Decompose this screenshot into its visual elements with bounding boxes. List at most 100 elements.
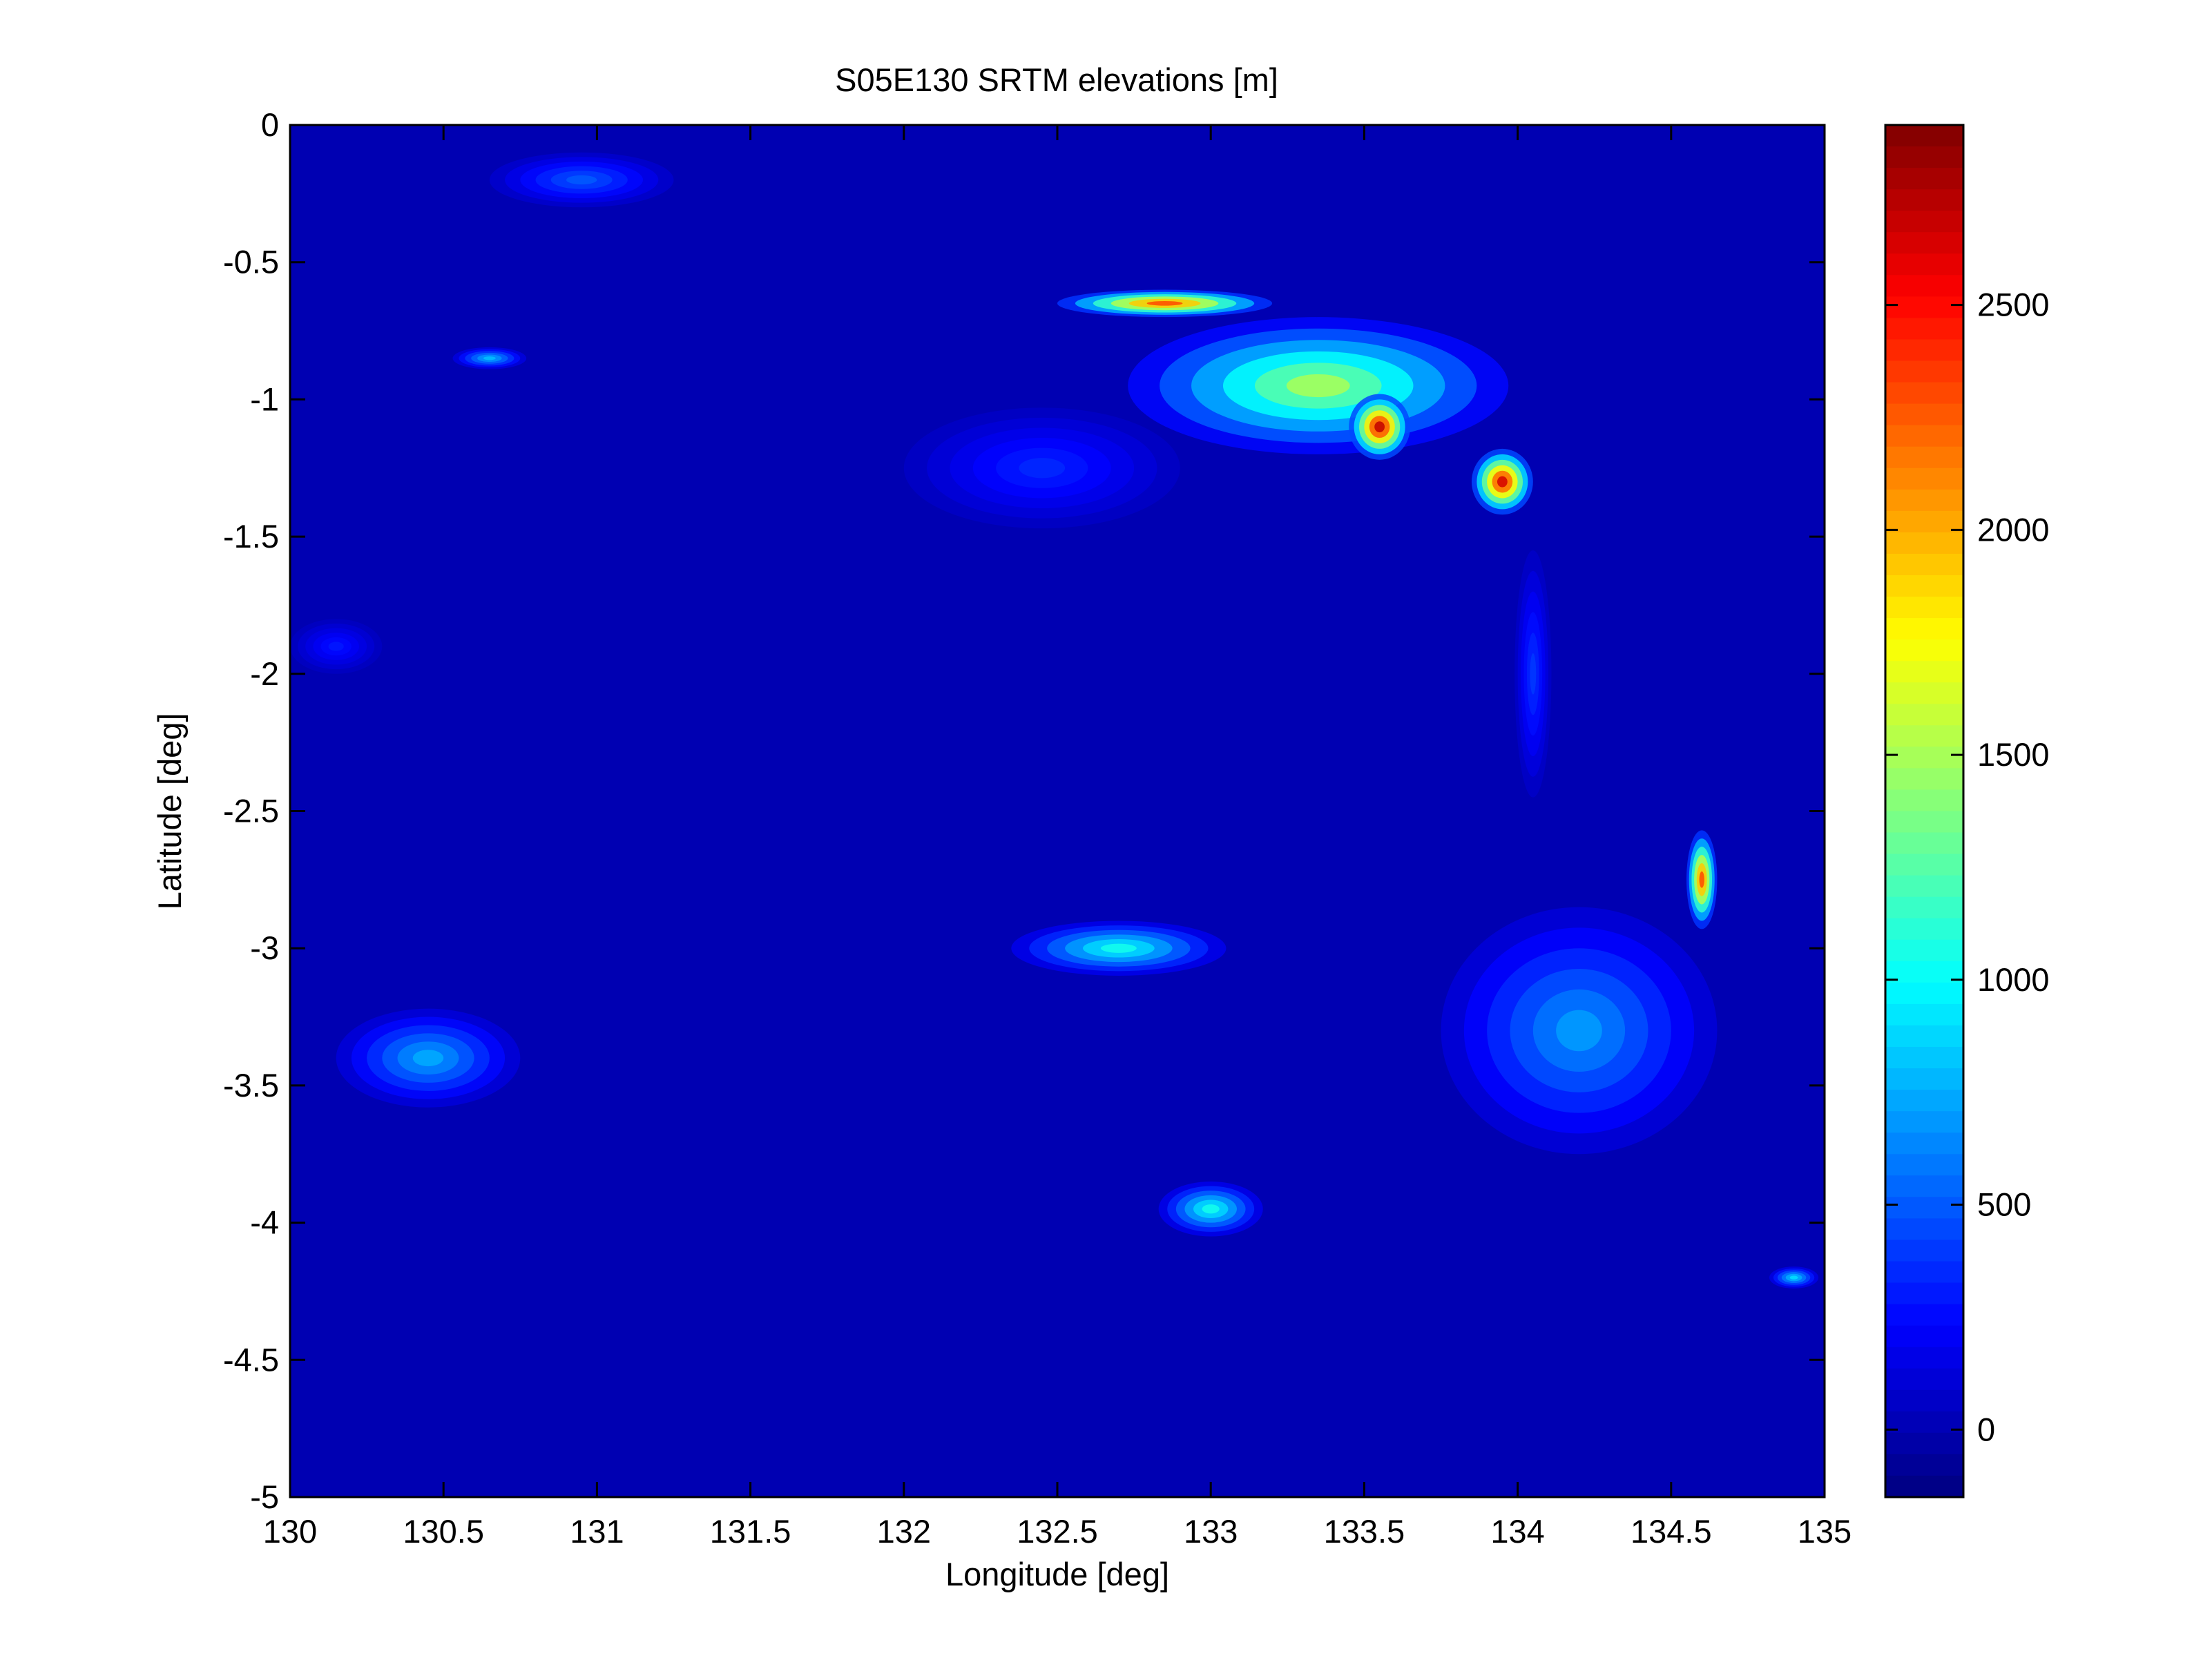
y-tick-label: -1.5	[223, 518, 279, 555]
colorbar-band	[1885, 253, 1963, 276]
colorbar-band	[1885, 789, 1963, 812]
colorbar-tick-label: 1500	[1977, 736, 2050, 773]
feature-level	[1530, 653, 1537, 695]
y-tick-label: -5	[250, 1478, 279, 1515]
y-tick-label: -3	[250, 929, 279, 966]
y-tick-label: 0	[261, 106, 279, 143]
feature-west-islet	[452, 347, 527, 369]
colorbar-band	[1885, 510, 1963, 533]
colorbar-band	[1885, 746, 1963, 769]
colorbar-band	[1885, 1347, 1963, 1369]
colorbar-tick-label: 2000	[1977, 511, 2050, 548]
feature-level	[1699, 871, 1704, 888]
colorbar-tick-label: 0	[1977, 1411, 1995, 1447]
colorbar-band	[1885, 532, 1963, 555]
y-tick-label: -4	[250, 1204, 279, 1241]
y-tick-label: -3.5	[223, 1067, 279, 1103]
colorbar-band	[1885, 1047, 1963, 1070]
elevation-features	[290, 152, 1819, 1289]
colorbar-tick-label: 1000	[1977, 961, 2050, 998]
colorbar-band	[1885, 875, 1963, 898]
colorbar-band	[1885, 553, 1963, 576]
colorbar-band	[1885, 982, 1963, 1005]
chart-title: S05E130 SRTM elevations [m]	[835, 61, 1278, 98]
colorbar-band	[1885, 125, 1963, 148]
feature-level	[1100, 943, 1137, 953]
colorbar-frame	[1884, 124, 1965, 1498]
elevation-heatmap-background	[290, 125, 1825, 1497]
colorbar-band	[1885, 318, 1963, 340]
colorbar-band	[1885, 832, 1963, 855]
feature-southeast-hills	[1441, 907, 1718, 1155]
colorbar-band	[1885, 275, 1963, 298]
colorbar-tick-label: 2500	[1977, 287, 2050, 323]
feature-level	[1286, 374, 1350, 398]
colorbar-band	[1885, 1218, 1963, 1241]
colorbar-tick-label: 500	[1977, 1186, 2031, 1223]
y-axis-label: Latitude [deg]	[151, 713, 188, 910]
x-axis-label: Longitude [deg]	[945, 1556, 1169, 1592]
feature-south-island	[1158, 1181, 1263, 1237]
colorbar-band	[1885, 1454, 1963, 1476]
colorbar-band	[1885, 704, 1963, 726]
colorbar-band	[1885, 1261, 1963, 1284]
colorbar-band	[1885, 467, 1963, 490]
colorbar-band	[1885, 811, 1963, 833]
feature-northern-highlands	[1128, 317, 1509, 454]
feature-northwest-islands	[489, 152, 674, 208]
y-axis: 0 -0.5 -1 -1.5 -2 -2.5 -3 -3.5 -4 -4.5 -5	[223, 106, 1825, 1515]
colorbar-band	[1885, 939, 1963, 962]
feature-eastern-peaks	[1471, 448, 1533, 515]
colorbar-band	[1885, 725, 1963, 748]
feature-level	[1019, 458, 1066, 479]
x-tick-label: 133.5	[1324, 1513, 1405, 1550]
colorbar-band	[1885, 918, 1963, 941]
colorbar-band	[1885, 189, 1963, 212]
colorbar-gradient	[1885, 125, 1963, 1498]
colorbar-band	[1885, 1475, 1963, 1498]
colorbar-band	[1885, 446, 1963, 469]
x-axis: 130 130.5 131 131.5 132 132.5 133 133.5 134 134.5…	[263, 125, 1852, 1550]
colorbar-band	[1885, 597, 1963, 619]
feature-central-island	[1011, 920, 1227, 976]
colorbar-band	[1885, 168, 1963, 191]
feature-level	[412, 1050, 444, 1067]
plot-area: 130 130.5 131 131.5 132 132.5 133 133.5 134 134.5…	[223, 106, 1852, 1550]
feature-western-lowland-plain	[903, 407, 1180, 529]
x-tick-label: 132	[877, 1513, 931, 1550]
x-tick-label: 130.5	[403, 1513, 484, 1550]
colorbar-band	[1885, 1432, 1963, 1455]
y-tick-label: -2	[250, 655, 279, 692]
y-tick-label: -2.5	[223, 793, 279, 829]
colorbar-band	[1885, 425, 1963, 447]
colorbar-band	[1885, 360, 1963, 383]
colorbar-band	[1885, 1304, 1963, 1327]
colorbar-band	[1885, 403, 1963, 426]
colorbar-band	[1885, 1111, 1963, 1134]
feature-level	[1202, 1204, 1220, 1214]
colorbar-band	[1885, 146, 1963, 169]
colorbar-band	[1885, 854, 1963, 876]
colorbar-band	[1885, 382, 1963, 405]
colorbar-band	[1885, 1325, 1963, 1348]
colorbar-band	[1885, 489, 1963, 512]
colorbar-band	[1885, 1132, 1963, 1155]
y-tick-label: -0.5	[223, 244, 279, 280]
x-tick-label: 132.5	[1017, 1513, 1098, 1550]
x-tick-label: 134	[1490, 1513, 1544, 1550]
colorbar-band	[1885, 575, 1963, 598]
x-tick-label: 134.5	[1631, 1513, 1712, 1550]
feature-level	[1497, 476, 1508, 488]
feature-arfak-peaks	[1349, 394, 1411, 460]
feature-southeast-coast	[1769, 1266, 1819, 1289]
colorbar-band	[1885, 1368, 1963, 1391]
y-tick-label: -4.5	[223, 1341, 279, 1378]
colorbar-band	[1885, 961, 1963, 983]
feature-level	[1556, 1010, 1602, 1052]
feature-level	[566, 175, 597, 185]
colorbar-band	[1885, 1411, 1963, 1434]
feature-level	[1374, 421, 1385, 433]
feature-level	[483, 356, 496, 360]
x-tick-label: 131.5	[710, 1513, 791, 1550]
colorbar-ticks: 0 500 1000 1500 2000 2500	[1885, 287, 2050, 1447]
